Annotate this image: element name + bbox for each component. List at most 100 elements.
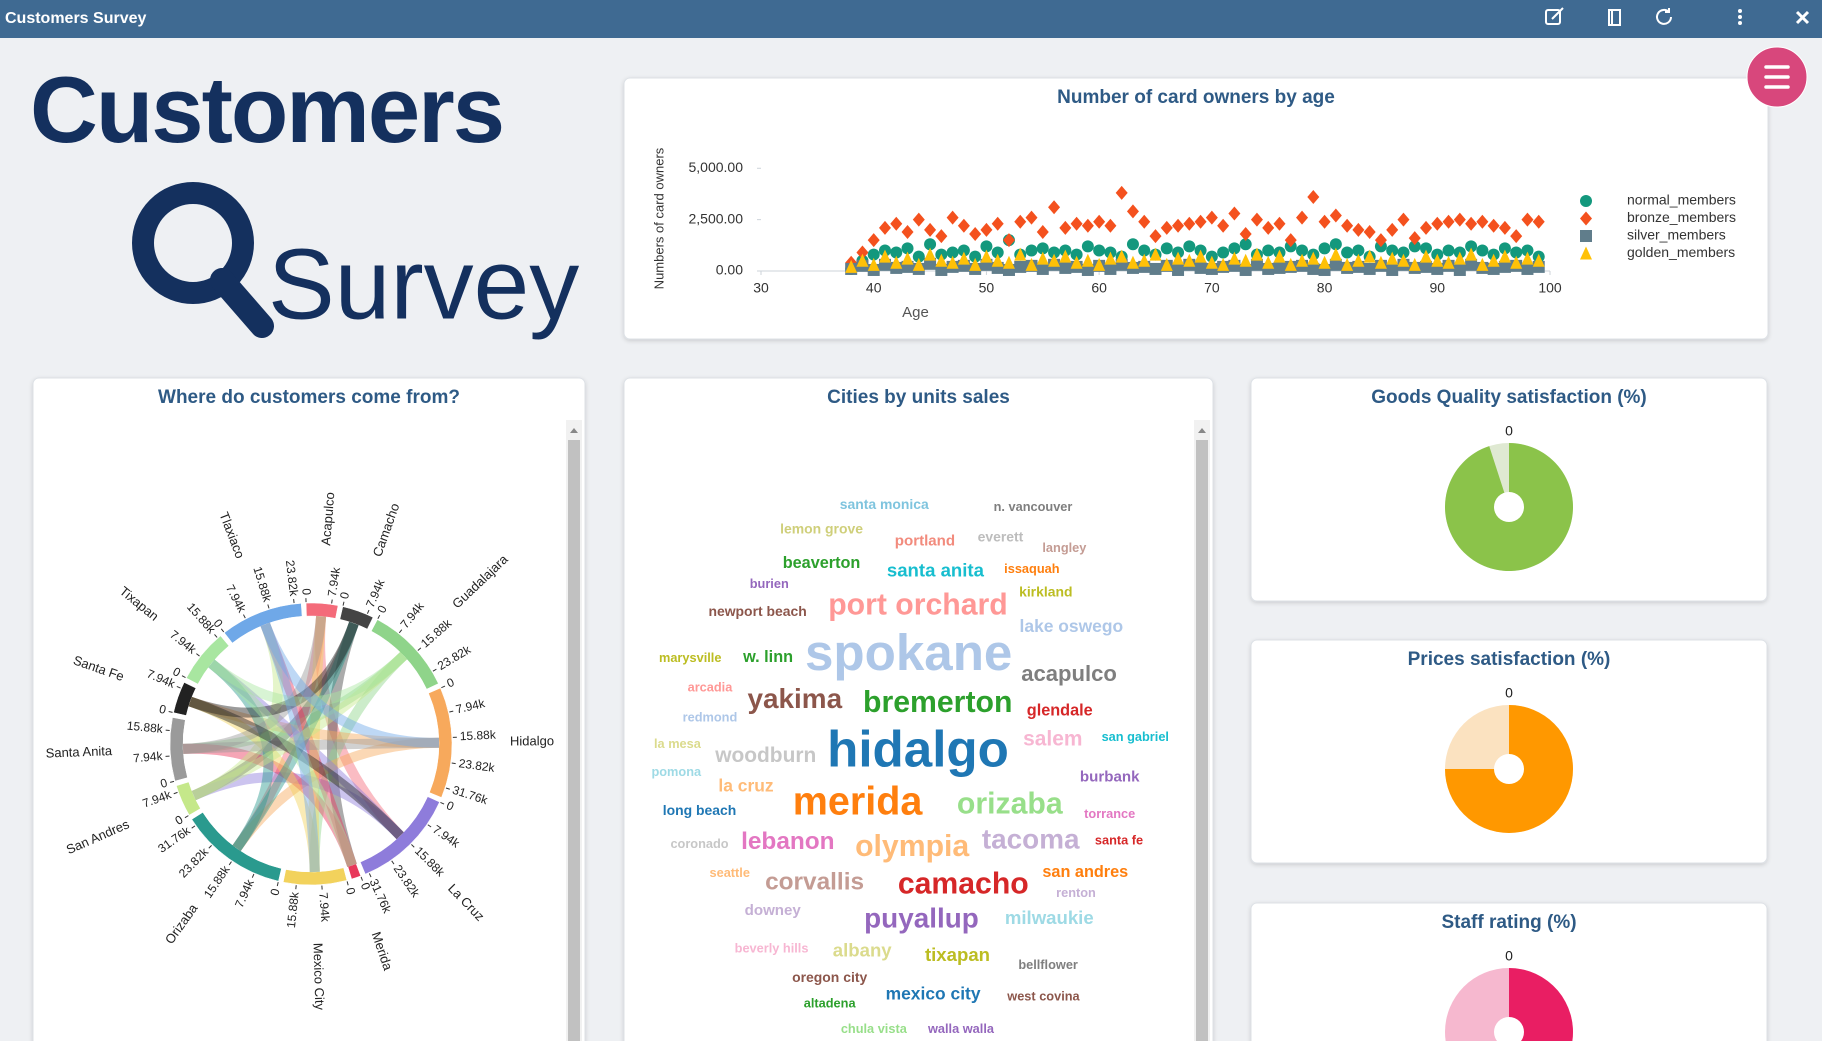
- scatter-point: [1453, 251, 1466, 265]
- card-title: Cities by units sales: [827, 387, 1010, 408]
- scatter-point: [1126, 255, 1139, 269]
- chord-tick: [368, 873, 372, 878]
- scatter-point: [969, 227, 982, 242]
- scatter-point: [1363, 249, 1376, 263]
- chord-tick: [346, 881, 349, 886]
- chord-tick-label: 15.88k: [459, 728, 497, 744]
- scatter-point: [1217, 257, 1230, 271]
- word: tacoma: [982, 824, 1080, 855]
- chord-tick: [417, 647, 422, 651]
- more-icon[interactable]: [1738, 9, 1742, 25]
- scatter-point: [1149, 262, 1162, 275]
- word: yakima: [748, 683, 843, 714]
- chord-tick: [331, 599, 333, 604]
- chord-arc: [223, 603, 303, 644]
- scatter-point: [1420, 260, 1433, 273]
- gauge: 0: [1445, 685, 1573, 833]
- book-icon[interactable]: [1608, 9, 1621, 26]
- gauge-hole: [1494, 1017, 1524, 1041]
- word: portland: [895, 532, 955, 549]
- word: kirkland: [1019, 583, 1072, 599]
- scatter-point: [991, 216, 1004, 231]
- scatter-point: [1081, 263, 1094, 276]
- gauge-value: [1445, 443, 1573, 571]
- chord-tick: [427, 824, 432, 828]
- chord-tick-label: 0: [159, 776, 169, 791]
- menu-button[interactable]: [1746, 46, 1808, 108]
- close-icon[interactable]: [1795, 10, 1810, 25]
- logo-magnifier: [132, 182, 274, 338]
- chord-ribbon: [309, 652, 408, 873]
- scrollbar[interactable]: [1194, 420, 1210, 1041]
- word: hidalgo: [827, 720, 1009, 777]
- word: milwaukie: [1005, 907, 1094, 928]
- chord-group-label: Acapulco: [318, 492, 337, 547]
- word: lake oswego: [1020, 616, 1124, 636]
- scatter-point: [1318, 214, 1331, 229]
- chord-tick: [342, 601, 345, 606]
- chord-tick: [251, 873, 255, 878]
- scatter-point: [878, 220, 891, 235]
- scatter-point: [1386, 222, 1399, 237]
- word: bremerton: [863, 686, 1012, 719]
- chord-ribbon: [191, 622, 283, 801]
- scatter-point: [1476, 214, 1489, 229]
- scatter-point: [1498, 260, 1511, 273]
- scatter-point: [1307, 190, 1320, 205]
- word: west covina: [1006, 988, 1080, 1003]
- scatter-point: [1126, 238, 1139, 251]
- word: glendale: [1027, 701, 1093, 719]
- legend-marker: [1580, 195, 1592, 207]
- scatter-point: [1138, 214, 1151, 229]
- scatter-point: [1420, 220, 1433, 235]
- scatter-point: [935, 229, 948, 244]
- scatter-point: [1172, 218, 1185, 233]
- scatter-point: [1341, 257, 1354, 271]
- scatter-point: [1420, 242, 1433, 255]
- chord-tick-label: 0: [358, 881, 374, 892]
- chord-ribbon: [208, 659, 357, 867]
- chord-tick-label: 0: [299, 588, 313, 595]
- scatter-point: [1239, 263, 1252, 276]
- word: santa anita: [887, 560, 985, 581]
- chord-card: [32, 377, 586, 1041]
- word: altadena: [804, 995, 857, 1010]
- gauge: 0: [1445, 423, 1573, 571]
- chord-ribbon: [260, 622, 320, 873]
- chord-tick: [267, 604, 270, 609]
- scatter-point: [867, 248, 880, 261]
- scatter-point: [1498, 220, 1511, 235]
- chord-tick: [191, 825, 196, 829]
- scatter-point: [1431, 253, 1444, 267]
- scatter-point: [901, 242, 914, 255]
- chord-ribbon: [188, 696, 320, 873]
- chord-tick: [441, 685, 446, 689]
- scatter-point: [1420, 249, 1433, 263]
- word: newport beach: [708, 603, 806, 619]
- word: tixapan: [925, 944, 990, 965]
- scatter-point: [856, 253, 869, 267]
- chord-tick-label: 7.94k: [454, 696, 487, 716]
- word: pomona: [651, 764, 702, 779]
- x-tick-label: 100: [1538, 280, 1562, 296]
- word: marysville: [659, 650, 721, 665]
- chord-tick: [398, 629, 403, 634]
- legend-label: golden_members: [1627, 244, 1735, 260]
- chord-group-label: Mexico City: [310, 943, 327, 1011]
- edit-icon[interactable]: [1545, 7, 1564, 25]
- scatter-point: [901, 251, 914, 265]
- scatter-point: [969, 250, 982, 263]
- gauge: 0: [1445, 948, 1573, 1041]
- scatter-point: [980, 249, 993, 263]
- scatter-point: [1081, 240, 1094, 253]
- scrollbar[interactable]: [566, 420, 582, 1041]
- scatter-point: [1048, 200, 1061, 215]
- refresh-icon[interactable]: [1656, 8, 1672, 25]
- chord-tick: [208, 845, 212, 849]
- scatter-point: [1036, 251, 1049, 265]
- scatter-point: [1205, 255, 1218, 269]
- chord-tick: [276, 882, 279, 887]
- scatter-point: [1521, 262, 1534, 275]
- chord-tick: [176, 685, 181, 689]
- legend-marker: [1580, 230, 1592, 242]
